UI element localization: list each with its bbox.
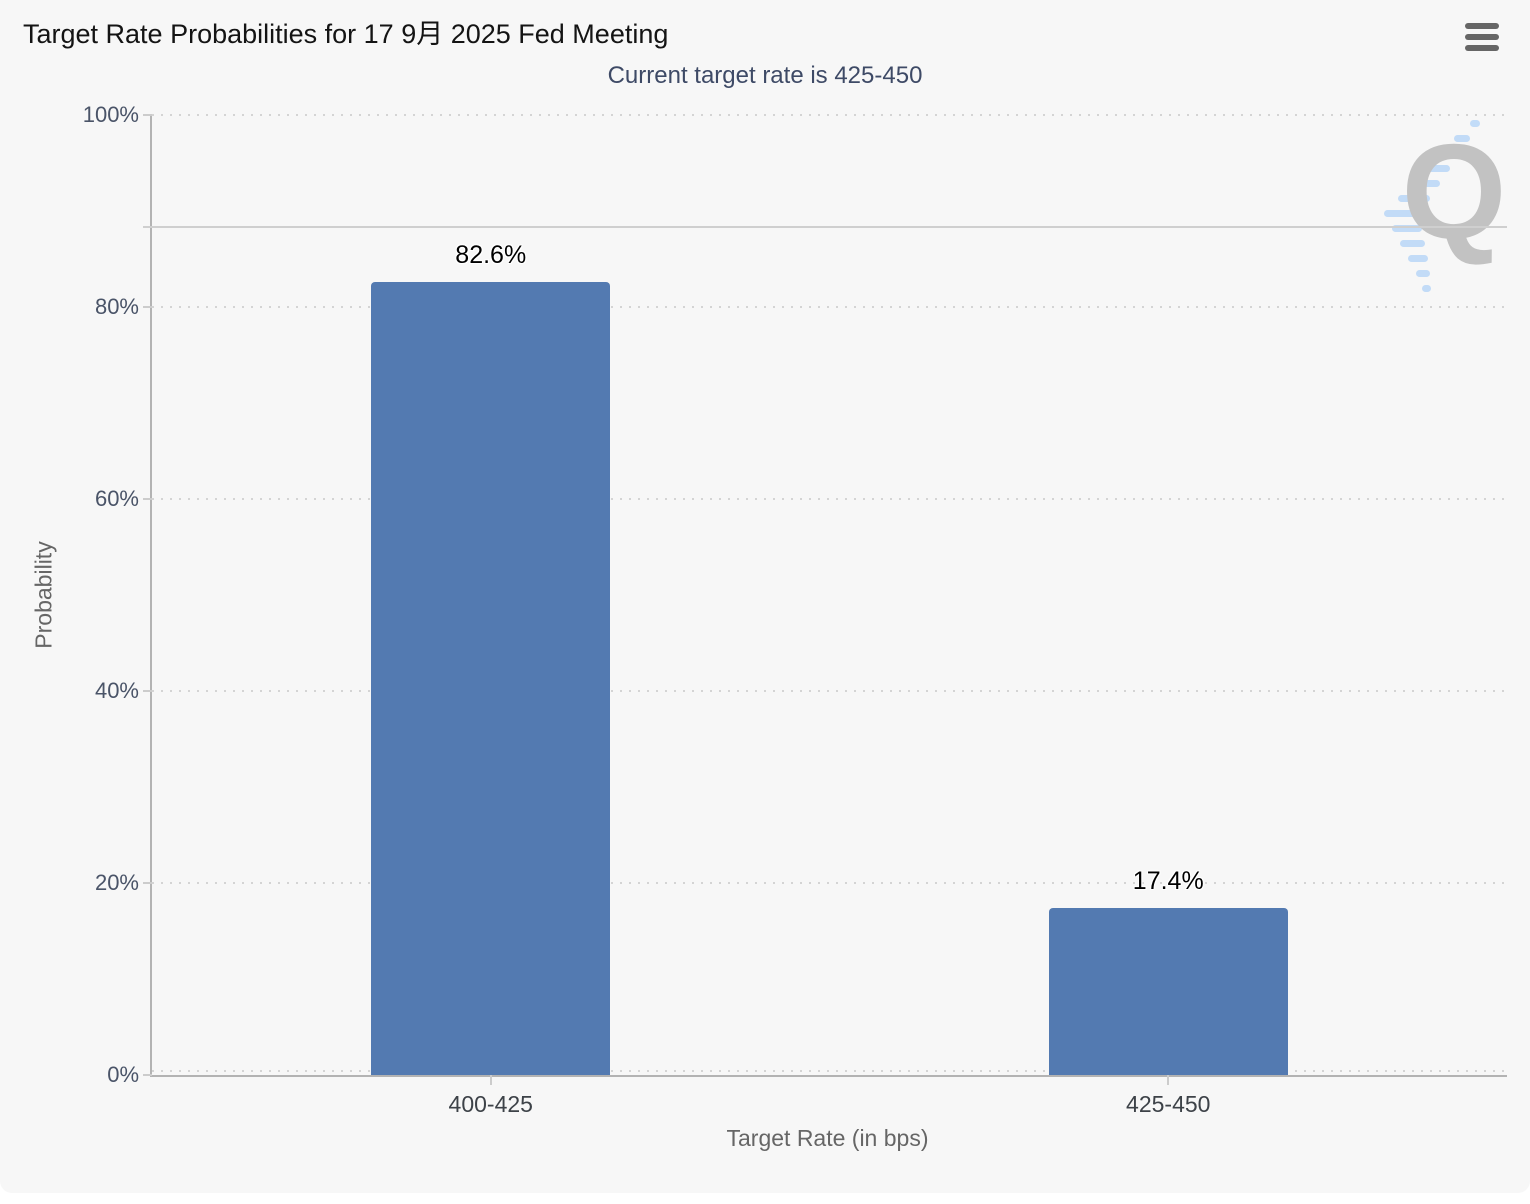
y-tick-label: 100% [82, 102, 139, 127]
plot-area: 0% 20% 40% 60% 80% 100% 82.6% 400-425 17.4% 425-4… [83, 102, 1507, 1117]
y-tick-label: 0% [107, 1062, 139, 1087]
y-axis-tick [143, 882, 152, 884]
bar[interactable] [1048, 907, 1288, 1075]
chart-title: Target Rate Probabilities for 17 9月 2025… [23, 19, 669, 49]
chart-subtitle: Current target rate is 425-450 [607, 62, 923, 89]
y-tick-label: 60% [94, 486, 139, 511]
y-gridline [152, 114, 1507, 116]
y-axis-tick [143, 690, 152, 692]
bar[interactable] [371, 282, 611, 1075]
y-tick-label: 80% [94, 294, 139, 319]
y-gridline [152, 306, 1507, 308]
bar-data-label: 17.4% [1132, 866, 1204, 895]
bar-data-label: 82.6% [455, 241, 527, 270]
menu-bar [1465, 45, 1499, 51]
y-axis-tick [143, 114, 152, 116]
menu-bar [1465, 34, 1499, 40]
hamburger-menu-icon[interactable] [1465, 16, 1499, 58]
y-gridline [152, 1070, 1507, 1072]
y-axis-tick [143, 498, 152, 500]
x-tick-label: 400-425 [448, 1091, 533, 1117]
y-tick-label: 40% [94, 678, 139, 703]
x-axis-title: Target Rate (in bps) [726, 1125, 929, 1151]
y-gridline [152, 882, 1507, 884]
y-tick-label: 20% [94, 870, 139, 895]
menu-bar [1465, 23, 1499, 29]
y-axis-title: Probability [30, 541, 57, 649]
y-gridline [152, 690, 1507, 692]
y-axis-tick [143, 306, 152, 308]
plot-line [143, 226, 1507, 229]
y-axis-tick [143, 1074, 152, 1076]
y-gridline [152, 498, 1507, 500]
x-tick-label: 425-450 [1126, 1091, 1211, 1117]
x-axis-tick [1167, 1075, 1170, 1085]
x-axis-tick [489, 1075, 492, 1085]
